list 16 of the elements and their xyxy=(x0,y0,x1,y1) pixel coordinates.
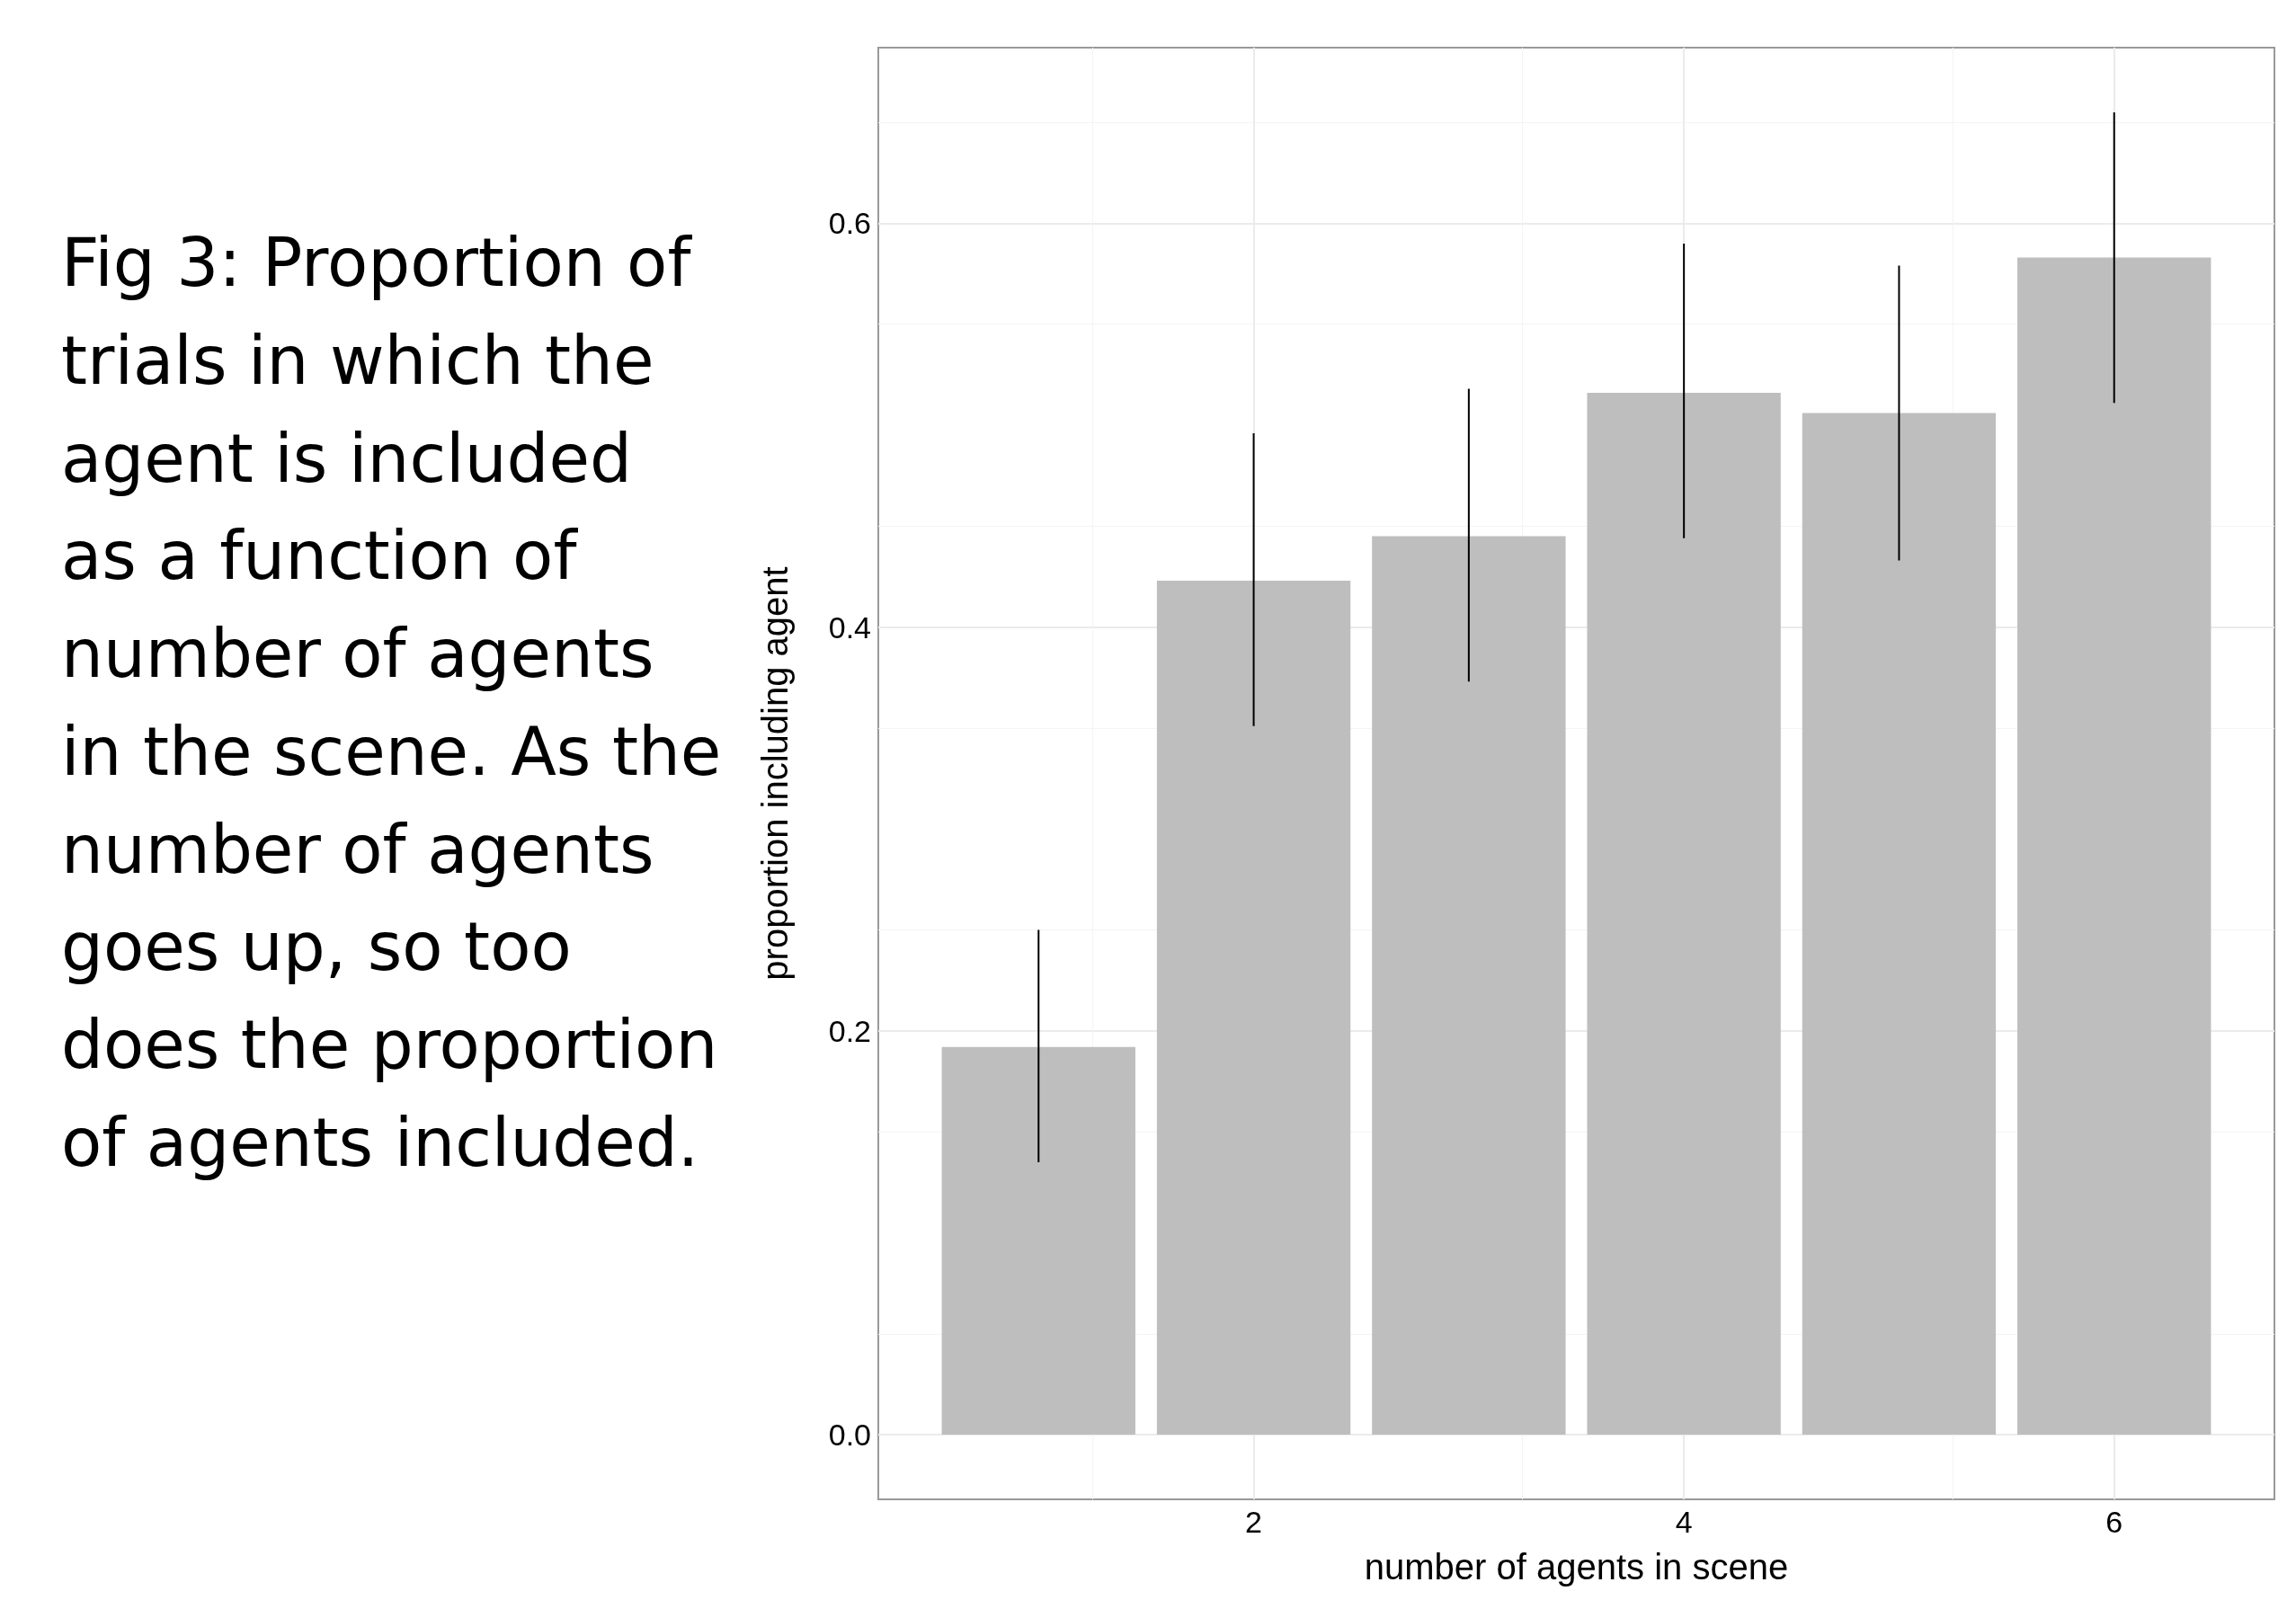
x-tick-label: 4 xyxy=(1675,1505,1693,1539)
y-tick-label: 0.4 xyxy=(828,609,871,644)
bar xyxy=(941,1046,1135,1436)
bar xyxy=(1802,413,1997,1436)
bar xyxy=(1156,580,1351,1436)
y-axis-title: proportion including agent xyxy=(754,566,795,981)
y-tick-label: 0.0 xyxy=(828,1418,871,1453)
bar xyxy=(2016,257,2211,1436)
x-tick-label: 2 xyxy=(1244,1505,1262,1539)
y-tick-label: 0.6 xyxy=(828,206,871,241)
x-axis-title: number of agents in scene xyxy=(1364,1547,1789,1587)
bar xyxy=(1372,536,1566,1436)
x-tick-label: 6 xyxy=(2105,1505,2123,1539)
y-tick-label: 0.2 xyxy=(828,1013,871,1048)
bar xyxy=(1587,393,1781,1436)
chart-title: Fig 3: Proportion of trials in which the agent is included as a function of number of agents in the scene. As the number of agents goes up, so too does the proportion of agents included. xyxy=(61,224,722,1181)
